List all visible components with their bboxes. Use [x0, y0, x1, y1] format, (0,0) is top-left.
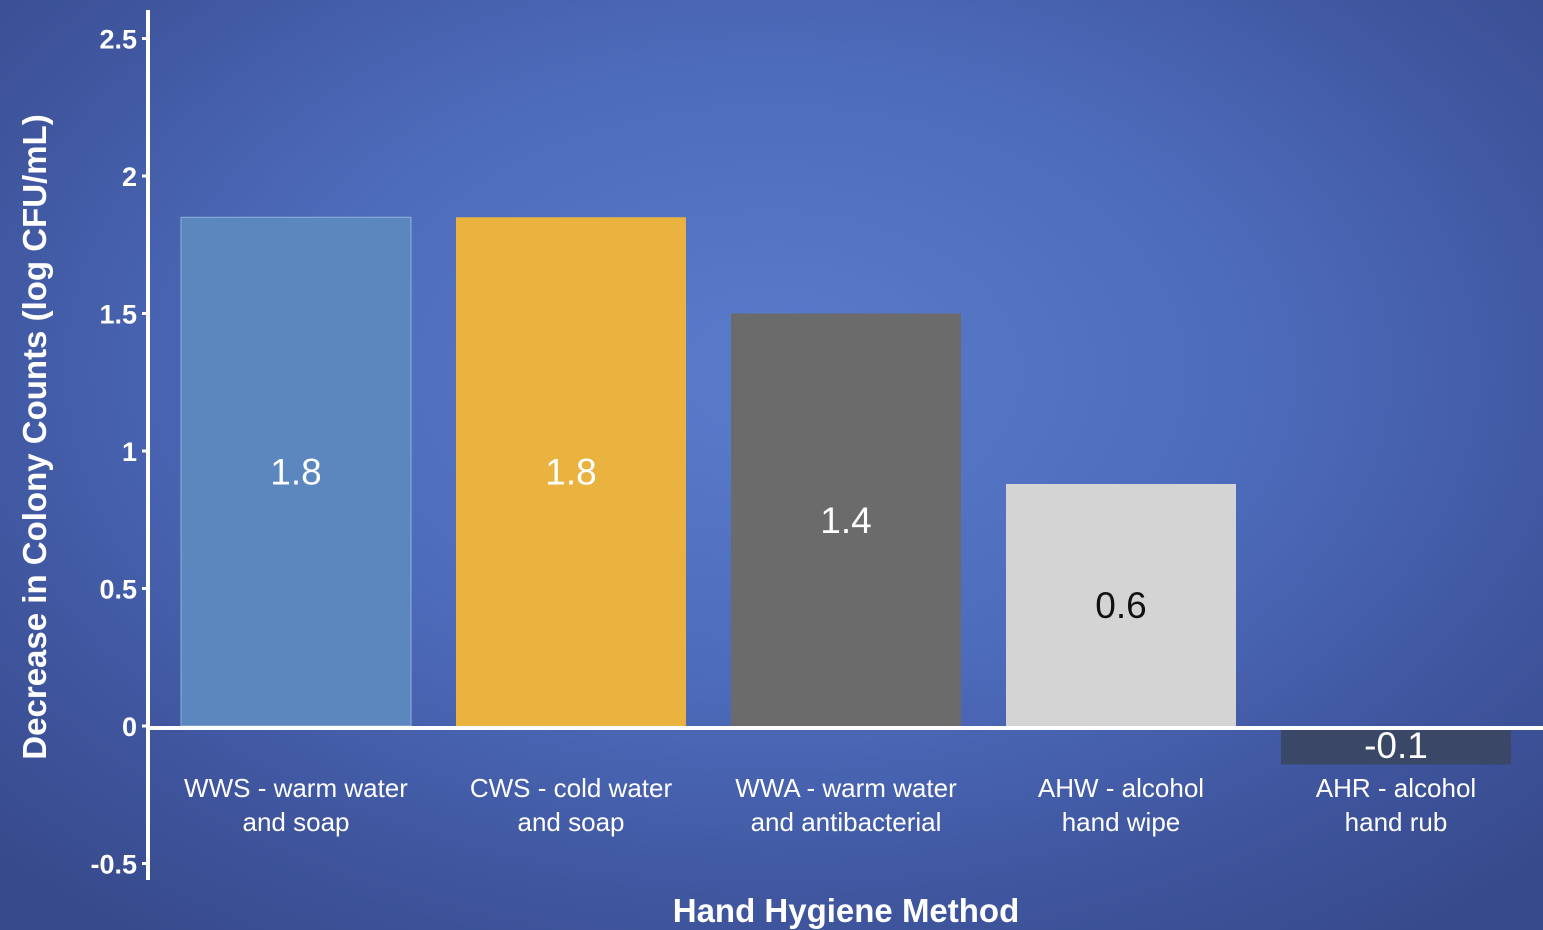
bar-3	[731, 313, 961, 726]
category-label: CWS - cold water	[470, 773, 673, 803]
category-label: WWS - warm water	[184, 773, 408, 803]
category-labels-group: WWS - warm water and soap CWS - cold water…	[184, 773, 1476, 837]
bar-4	[1006, 484, 1236, 726]
data-label-5: -0.1	[1364, 725, 1428, 766]
category-label: WWA - warm water	[735, 773, 957, 803]
data-label-2: 1.8	[545, 452, 596, 493]
bar-5	[1281, 726, 1511, 765]
x-axis-title: Hand Hygiene Method	[673, 892, 1020, 929]
y-tick-label: 0	[122, 712, 137, 742]
category-label: and soap	[518, 807, 625, 837]
data-labels-group: 1.8 1.8 1.4 0.6 -0.1	[270, 452, 1428, 766]
category-label: and antibacterial	[751, 807, 942, 837]
y-tick-label: 1.5	[99, 300, 137, 330]
category-label: hand wipe	[1062, 807, 1181, 837]
axes-group	[146, 10, 1543, 880]
y-axis-title: Decrease in Colony Counts (log CFU/mL)	[16, 114, 53, 759]
y-tick-label: 2.5	[99, 25, 137, 55]
y-tick-label: 0.5	[99, 575, 137, 605]
category-label: and soap	[243, 807, 350, 837]
data-label-1: 1.8	[270, 452, 321, 493]
category-label: AHR - alcohol	[1316, 773, 1476, 803]
y-tick-label: -0.5	[90, 850, 137, 880]
category-label: AHW - alcohol	[1038, 773, 1204, 803]
bars-group	[180, 216, 1511, 765]
data-label-3: 1.4	[820, 500, 871, 541]
data-label-4: 0.6	[1095, 585, 1146, 626]
y-ticks-group: 2.5 2 1.5 1 0.5 0 -0.5	[90, 25, 148, 880]
category-label: hand rub	[1345, 807, 1448, 837]
y-tick-label: 2	[122, 162, 137, 192]
bar-2	[456, 217, 686, 726]
bar-1	[180, 216, 412, 727]
y-tick-label: 1	[122, 437, 137, 467]
